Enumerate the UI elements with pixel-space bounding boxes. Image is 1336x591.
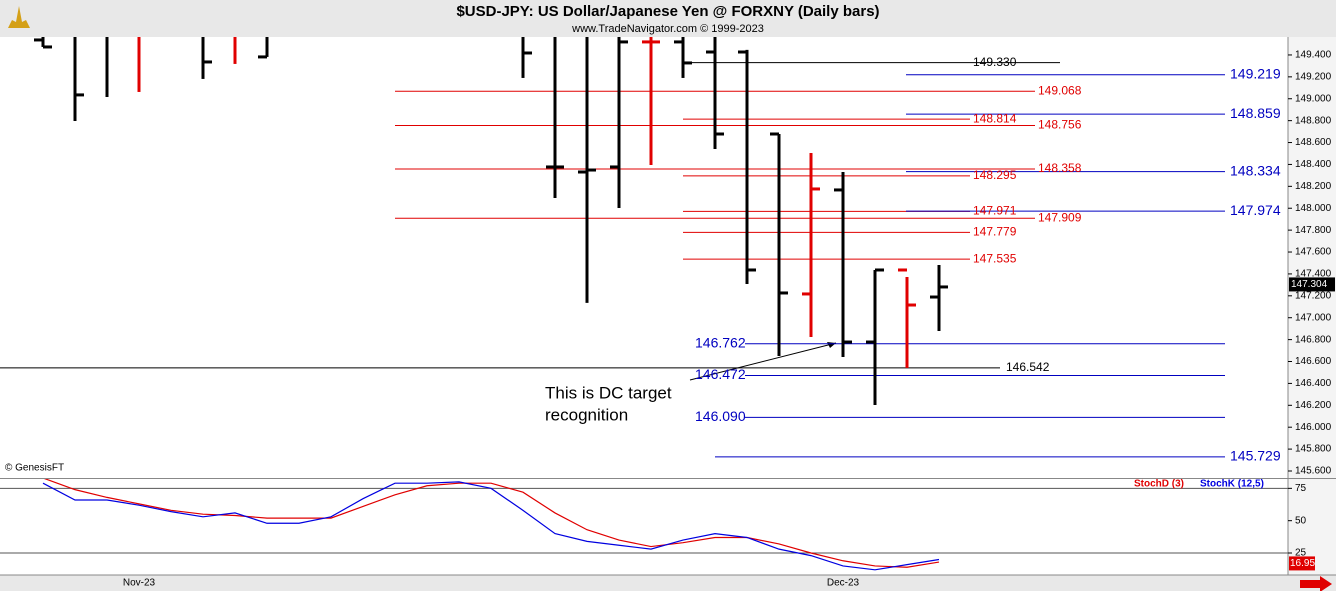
y-tick-label: 146.400 <box>1295 378 1332 389</box>
y-tick-label: 145.800 <box>1295 444 1332 455</box>
price-plot <box>0 37 1225 458</box>
level-label: 148.295 <box>973 168 1017 182</box>
y-tick-label: 148.400 <box>1295 159 1332 170</box>
credit: © GenesisFT <box>5 463 64 474</box>
stoch-plot <box>0 479 1288 571</box>
y-tick-label: 145.600 <box>1295 466 1332 477</box>
y-tick-label: 146.800 <box>1295 334 1332 345</box>
level-label: 148.859 <box>1230 105 1281 121</box>
y-tick-label: 50 <box>1295 515 1307 526</box>
y-tick-label: 147.800 <box>1295 225 1332 236</box>
stoch-line <box>43 479 940 568</box>
level-label: 147.779 <box>973 225 1017 239</box>
level-label: 148.358 <box>1038 161 1082 175</box>
y-tick-label: 147.400 <box>1295 269 1332 280</box>
level-label: 148.814 <box>973 111 1017 125</box>
annotation: This is DC target <box>545 383 672 402</box>
y-tick-label: 148.000 <box>1295 203 1332 214</box>
level-label: 146.472 <box>695 366 746 382</box>
annotation-arrow <box>689 342 837 381</box>
legend-entry: StochD (3) <box>1134 479 1184 490</box>
x-tick-label: Dec-23 <box>827 578 860 589</box>
level-label: 148.756 <box>1038 118 1082 132</box>
last-value: 16.95 <box>1290 558 1315 569</box>
y-tick-label: 149.200 <box>1295 71 1332 82</box>
y-tick-label: 147.200 <box>1295 290 1332 301</box>
y-tick-label: 149.400 <box>1295 50 1332 61</box>
level-label: 147.535 <box>973 251 1017 265</box>
level-label: 149.068 <box>1038 83 1082 97</box>
y-tick-label: 25 <box>1295 548 1307 559</box>
scroll-arrow[interactable] <box>1300 576 1332 591</box>
y-tick-label: 149.000 <box>1295 93 1332 104</box>
y-tick-label: 147.000 <box>1295 312 1332 323</box>
level-label: 147.974 <box>1230 202 1281 218</box>
y-tick-label: 148.200 <box>1295 181 1332 192</box>
level-label: 147.971 <box>973 204 1017 218</box>
last-value-box <box>1289 556 1315 571</box>
y-tick-label: 148.600 <box>1295 137 1332 148</box>
chart-title: $USD-JPY: US Dollar/Japanese Yen @ FORXN… <box>456 3 879 20</box>
x-tick-label: Nov-23 <box>123 578 156 589</box>
level-label: 146.762 <box>695 334 746 350</box>
level-label: 149.219 <box>1230 65 1281 81</box>
level-label: 146.090 <box>695 408 746 424</box>
y-tick-label: 148.800 <box>1295 115 1332 126</box>
chart-subtitle: www.TradeNavigator.com © 1999-2023 <box>571 23 764 35</box>
level-label: 148.334 <box>1230 162 1281 178</box>
y-tick-label: 146.600 <box>1295 356 1332 367</box>
y-tick-label: 146.000 <box>1295 422 1332 433</box>
axis-bg <box>1288 37 1336 575</box>
logo <box>8 6 30 28</box>
y-tick-label: 146.200 <box>1295 400 1332 411</box>
legend-entry: StochK (12,5) <box>1200 479 1264 490</box>
y-tick-label: 75 <box>1295 483 1307 494</box>
level-label: 145.729 <box>1230 448 1281 464</box>
level-label: 147.909 <box>1038 210 1082 224</box>
last-price: 147.304 <box>1291 279 1328 290</box>
stoch-line <box>42 481 940 571</box>
level-label: 146.542 <box>1006 360 1050 374</box>
last-price-box <box>1289 277 1335 292</box>
y-tick-label: 147.600 <box>1295 247 1332 258</box>
header-bg <box>0 0 1336 37</box>
level-label: 149.330 <box>973 55 1017 69</box>
annotation: recognition <box>545 405 628 424</box>
footer-bg <box>0 575 1336 591</box>
